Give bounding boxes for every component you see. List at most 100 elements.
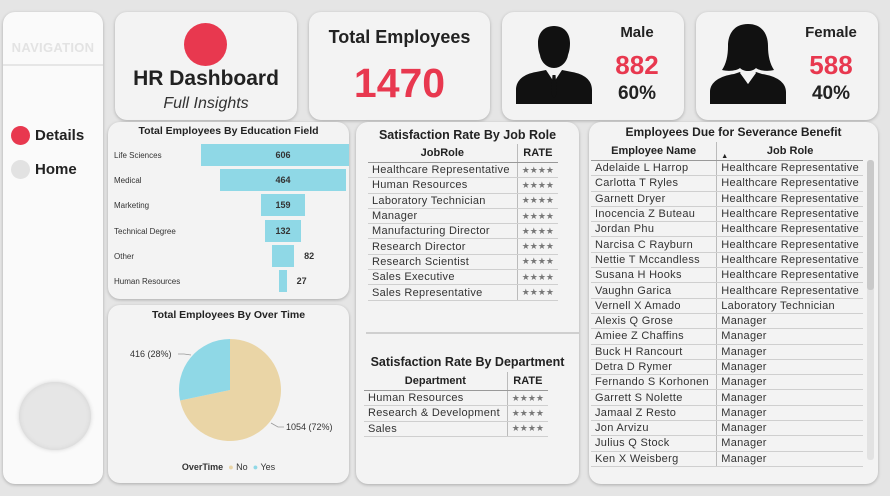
legend-yes-label: Yes: [260, 462, 276, 472]
severance-row[interactable]: Jamaal Z Resto Manager: [591, 405, 863, 422]
total-employees-title: Total Employees: [328, 27, 471, 47]
details-dot-icon: [11, 126, 30, 145]
job-role-row-role: Research Director: [368, 238, 518, 255]
nav-item-home[interactable]: Home: [11, 160, 77, 179]
employee-name-col-header[interactable]: Employee Name: [591, 142, 717, 161]
severance-row-role: Manager: [716, 435, 863, 452]
severance-row-role: Manager: [716, 313, 863, 330]
department-row[interactable]: Research & Development ★★★★: [364, 405, 548, 422]
job-role-row[interactable]: Healthcare Representative ★★★★: [368, 162, 558, 179]
job-role-row[interactable]: Sales Representative ★★★★: [368, 284, 558, 301]
dept-rate-col-header[interactable]: RATE: [506, 372, 548, 391]
severance-row-name: Julius Q Stock: [591, 435, 717, 452]
severance-row[interactable]: Fernando S Korhonen Manager: [591, 374, 863, 391]
pie-slice-yes[interactable]: [179, 339, 230, 401]
severance-row[interactable]: Carlotta T Ryles Healthcare Representativ…: [591, 175, 863, 192]
job-role-row-role: Manager: [368, 208, 518, 225]
nav-item-details[interactable]: Details: [11, 126, 84, 145]
department-row-rate: ★★★★: [506, 405, 548, 422]
severance-row-role: Healthcare Representative: [716, 252, 863, 269]
severance-row[interactable]: Jon Arvizu Manager: [591, 420, 863, 437]
job-role-row[interactable]: Manufacturing Director ★★★★: [368, 223, 558, 240]
severance-row[interactable]: Garrett S Nolette Manager: [591, 389, 863, 406]
education-value-label: 464: [275, 175, 291, 186]
education-field-chart: Total Employees By Education Field Life …: [108, 122, 349, 299]
male-percent: 60%: [617, 83, 657, 104]
severance-row[interactable]: Susana H Hooks Healthcare Representative: [591, 267, 863, 284]
education-bar[interactable]: [220, 169, 346, 192]
severance-row[interactable]: Alexis Q Grose Manager: [591, 313, 863, 330]
severance-row[interactable]: Jordan Phu Healthcare Representative: [591, 221, 863, 238]
pie-data-label-no: 1054 (72%): [286, 422, 333, 432]
severance-row-name: Nettie T Mccandless: [591, 252, 717, 269]
job-role-sev-col-label: Job Role: [766, 145, 814, 157]
job-role-col-header[interactable]: JobRole: [368, 144, 518, 163]
job-role-table-title: Satisfaction Rate By Job Role: [378, 128, 557, 142]
severance-row-role: Manager: [716, 451, 863, 467]
job-role-row[interactable]: Research Director ★★★★: [368, 238, 558, 255]
severance-row-role: Healthcare Representative: [716, 221, 863, 238]
severance-row[interactable]: Amiee Z Chaffins Manager: [591, 328, 863, 345]
department-col-header[interactable]: Department: [364, 372, 508, 391]
education-bar[interactable]: [261, 194, 305, 217]
department-row[interactable]: Human Resources ★★★★: [364, 390, 548, 407]
severance-row-role: Healthcare Representative: [716, 236, 863, 253]
severance-row-name: Ken X Weisberg: [591, 451, 717, 467]
job-role-sort-header[interactable]: Job Role ▲: [716, 142, 863, 161]
job-role-row[interactable]: Sales Executive ★★★★: [368, 269, 558, 286]
sort-asc-icon: ▲: [721, 153, 729, 160]
legend-yes-swatch-icon: ●: [252, 462, 259, 472]
department-row-dept: Human Resources: [364, 390, 508, 407]
severance-row[interactable]: Julius Q Stock Manager: [591, 435, 863, 452]
severance-scrollbar[interactable]: [867, 160, 874, 460]
severance-row[interactable]: Narcisa C Rayburn Healthcare Representati…: [591, 236, 863, 253]
severance-row-role: Healthcare Representative: [716, 191, 863, 207]
education-bar[interactable]: [265, 219, 301, 242]
male-label: Male: [620, 24, 654, 41]
education-value-label: 132: [275, 225, 291, 236]
job-role-row-role: Sales Representative: [368, 284, 518, 301]
logo-dot-icon: [184, 23, 227, 66]
job-role-row[interactable]: Laboratory Technician ★★★★: [368, 193, 558, 209]
severance-row-name: Garrett S Nolette: [591, 389, 717, 406]
severance-row[interactable]: Ken X Weisberg Manager: [591, 451, 863, 467]
severance-row-name: Vernell X Amado: [591, 298, 717, 314]
education-category-label: Human Resources: [114, 277, 181, 286]
job-role-row[interactable]: Research Scientist ★★★★: [368, 254, 558, 271]
severance-row[interactable]: Detra D Rymer Manager: [591, 359, 863, 376]
severance-row[interactable]: Buck H Rancourt Manager: [591, 344, 863, 360]
severance-row-role: Manager: [716, 389, 863, 406]
education-bar[interactable]: [279, 270, 287, 292]
job-role-row-rate: ★★★★: [516, 284, 558, 301]
job-role-row-rate: ★★★★: [516, 193, 558, 209]
rate-col-header[interactable]: RATE: [516, 144, 558, 163]
female-person-icon: [710, 24, 786, 104]
severance-row-name: Inocencia Z Buteau: [591, 206, 717, 223]
severance-row-name: Vaughn Garica: [591, 282, 717, 299]
severance-row[interactable]: Inocencia Z Buteau Healthcare Representat…: [591, 206, 863, 223]
job-role-row[interactable]: Manager ★★★★: [368, 208, 558, 225]
pie-slice-no[interactable]: [180, 339, 281, 441]
severance-row-role: Healthcare Representative: [716, 282, 863, 299]
severance-row-role: Healthcare Representative: [716, 267, 863, 284]
severance-row-role: Manager: [716, 420, 863, 437]
severance-row-name: Detra D Rymer: [591, 359, 717, 376]
severance-row[interactable]: Vaughn Garica Healthcare Representative: [591, 282, 863, 299]
severance-row[interactable]: Nettie T Mccandless Healthcare Representa…: [591, 252, 863, 269]
nav-toggle-button[interactable]: [19, 382, 91, 450]
job-role-row-role: Healthcare Representative: [368, 162, 518, 179]
pie-data-label-yes: 416 (28%): [130, 349, 172, 359]
education-bar[interactable]: [271, 244, 295, 267]
severance-scroll-thumb[interactable]: [867, 160, 874, 290]
severance-row-role: Healthcare Representative: [716, 206, 863, 223]
education-category-label: Medical: [114, 176, 142, 186]
female-count: 588: [809, 50, 853, 80]
severance-row[interactable]: Garnett Dryer Healthcare Representative: [591, 191, 863, 207]
department-row[interactable]: Sales ★★★★: [364, 421, 548, 437]
education-bar[interactable]: [201, 144, 349, 166]
job-role-row[interactable]: Human Resources ★★★★: [368, 177, 558, 194]
dashboard-title: HR Dashboard: [133, 67, 279, 90]
severance-row-role: Manager: [716, 344, 863, 360]
severance-row[interactable]: Adelaide L Harrop Healthcare Representati…: [591, 160, 863, 177]
severance-row[interactable]: Vernell X Amado Laboratory Technician: [591, 298, 863, 314]
